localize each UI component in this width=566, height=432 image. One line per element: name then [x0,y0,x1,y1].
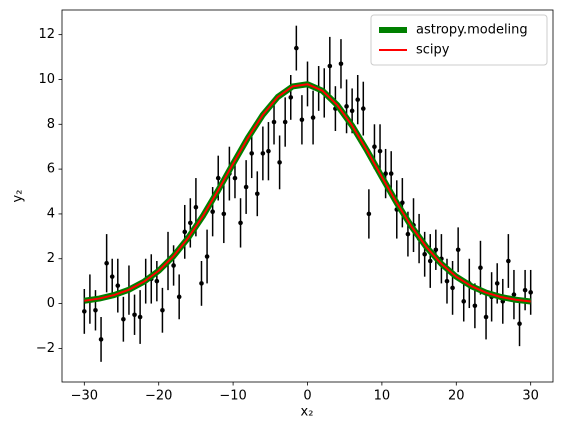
x-tick-label: 20 [448,389,465,404]
data-point [188,220,193,226]
data-point [383,171,388,176]
data-point [360,106,366,111]
data-point [366,211,372,217]
data-point [472,303,478,309]
data-point [266,148,271,154]
data-point [372,144,377,149]
data-point [506,258,511,264]
data-point [121,316,126,322]
y-tick-label: 10 [38,72,55,87]
data-point [461,299,467,304]
data-point [483,314,489,320]
data-point [82,309,87,314]
legend-box [370,14,548,66]
data-point [494,281,500,286]
data-point [221,211,227,217]
data-point [388,171,394,176]
data-point [232,175,238,181]
x-tick-label: −10 [219,389,246,404]
y-tick-label: 2 [47,251,55,266]
data-point [511,292,517,297]
data-point [137,314,143,320]
data-point [199,281,204,286]
data-point [288,95,294,100]
y-tick-label: −2 [36,341,55,356]
axes-frame [61,9,554,383]
data-point [405,231,411,237]
data-point [310,115,316,120]
x-tick-label: 0 [303,389,311,404]
y-tick-label: 8 [47,117,55,132]
x-axis-label: x₂ [301,405,314,420]
data-point [93,307,98,313]
data-point [294,45,299,51]
data-point [327,63,333,69]
data-point [260,151,266,156]
x-tick-label: −20 [145,389,172,404]
y-axis-label: y₂ [11,190,26,203]
y-tick-label: 12 [38,27,55,42]
fit-line [84,83,531,303]
legend-label: astropy.modeling [416,23,528,38]
plot-area [82,25,533,362]
data-point [400,200,405,206]
data-point [154,278,160,284]
data-point [522,287,528,293]
data-point [104,260,109,266]
data-point [433,247,439,253]
data-point [243,184,249,190]
x-tick-label: 10 [374,389,391,404]
data-point [338,61,344,67]
data-point [249,151,255,156]
data-point [193,204,199,210]
data-point [282,119,288,125]
data-point [132,312,137,318]
data-point [377,148,383,154]
data-point [160,307,165,313]
data-point [450,285,455,291]
data-point [299,117,305,123]
data-point [427,258,433,264]
data-point [455,247,461,253]
data-point [271,119,277,125]
data-point [254,191,260,197]
data-point [109,274,115,279]
y-tick-label: 0 [47,296,55,311]
data-point [210,209,215,214]
data-point [238,220,243,226]
data-point [277,160,282,165]
legend-label: scipy [416,43,450,58]
data-point [344,104,349,109]
data-point [204,254,210,259]
data-point [115,283,121,288]
data-point [422,251,427,257]
data-point [517,321,522,327]
y-tick-label: 6 [47,162,55,177]
x-tick-label: 30 [522,389,539,404]
y-tick-label: 4 [47,206,55,221]
data-point [349,108,355,114]
data-point [528,290,533,295]
data-point [215,175,221,181]
data-point [182,229,188,235]
data-point [98,337,104,342]
data-point [355,97,361,102]
data-point [176,294,182,300]
data-point [171,263,176,268]
x-tick-label: −30 [71,389,98,404]
data-point [444,278,450,284]
data-point [478,265,483,271]
